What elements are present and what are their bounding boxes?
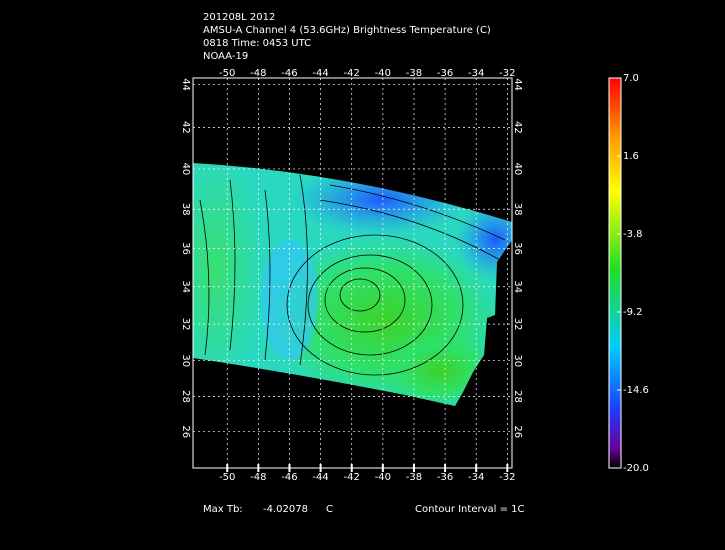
y-tick-label: 34 <box>512 280 523 293</box>
x-tick-label: -32 <box>499 472 515 483</box>
x-tick-label: -42 <box>344 68 360 79</box>
max-unit: C <box>326 504 333 515</box>
x-tick-label: -44 <box>312 68 328 79</box>
y-tick-label: 38 <box>180 203 191 216</box>
y-tick-label: 28 <box>180 390 191 403</box>
x-tick-label: -42 <box>344 472 360 483</box>
y-tick-label: 26 <box>180 425 191 438</box>
y-tick-label: 38 <box>512 203 523 216</box>
y-tick-label: 32 <box>512 318 523 331</box>
x-tick-label: -38 <box>406 472 422 483</box>
colorbar-label: -9.2 <box>623 307 643 318</box>
x-tick-label: -36 <box>437 472 453 483</box>
x-tick-label: -50 <box>219 68 235 79</box>
title-line: AMSU-A Channel 4 (53.6GHz) Brightness Te… <box>203 25 491 36</box>
y-tick-label: 44 <box>512 78 523 91</box>
x-tick-label: -44 <box>312 472 328 483</box>
x-tick-label: -48 <box>250 472 266 483</box>
x-tick-label: -46 <box>281 68 297 79</box>
title-line: 201208L 2012 <box>203 12 275 23</box>
colorbar-label: 1.6 <box>623 151 639 162</box>
title-line: 0818 Time: 0453 UTC <box>203 38 311 49</box>
y-tick-label: 30 <box>180 354 191 367</box>
title-line: NOAA-19 <box>203 51 248 62</box>
colorbar <box>608 77 622 469</box>
colorbar-label: -3.8 <box>623 229 643 240</box>
x-tick-label: -40 <box>375 472 391 483</box>
x-tick-label: -36 <box>437 68 453 79</box>
x-tick-label: -38 <box>406 68 422 79</box>
colorbar-label: 7.0 <box>623 73 639 84</box>
x-tick-label: -40 <box>375 68 391 79</box>
y-tick-label: 36 <box>180 242 191 255</box>
colorbar-label: -20.0 <box>623 463 649 474</box>
y-tick-label: 36 <box>512 242 523 255</box>
x-tick-label: -50 <box>219 472 235 483</box>
x-tick-label: -46 <box>281 472 297 483</box>
y-tick-label: 32 <box>180 318 191 331</box>
y-tick-label: 40 <box>180 163 191 176</box>
max-label: Max Tb: <box>203 504 243 515</box>
y-tick-label: 42 <box>512 121 523 134</box>
y-tick-label: 40 <box>512 163 523 176</box>
x-tick-label: -32 <box>499 68 515 79</box>
max-value: -4.02078 <box>263 504 308 515</box>
y-tick-label: 26 <box>512 425 523 438</box>
x-tick-label: -34 <box>468 68 484 79</box>
x-tick-label: -34 <box>468 472 484 483</box>
y-tick-label: 28 <box>512 390 523 403</box>
y-tick-label: 42 <box>180 121 191 134</box>
contour-interval: Contour Interval = 1C <box>415 504 525 515</box>
y-tick-label: 30 <box>512 354 523 367</box>
x-tick-label: -48 <box>250 68 266 79</box>
title-block: 201208L 2012 AMSU-A Channel 4 (53.6GHz) … <box>203 12 491 62</box>
y-tick-label: 34 <box>180 280 191 293</box>
colorbar-label: -14.6 <box>623 385 649 396</box>
y-tick-label: 44 <box>180 78 191 91</box>
